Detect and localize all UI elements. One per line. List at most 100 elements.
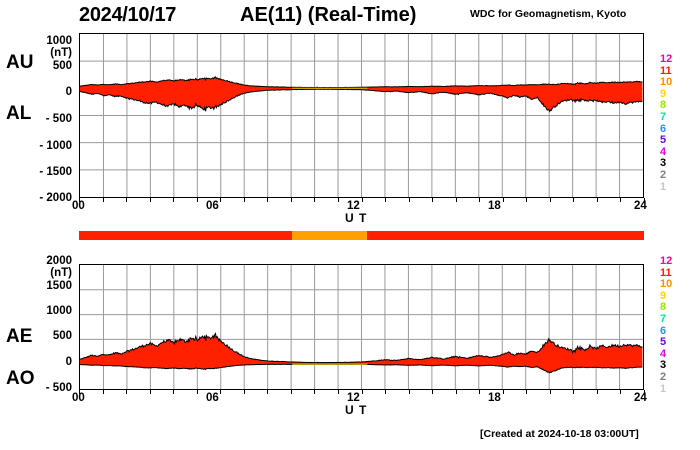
axis-tick	[549, 390, 551, 394]
bottom-xtick-06: 06	[206, 392, 219, 404]
au-al-trace	[80, 34, 643, 197]
axis-tick	[385, 390, 387, 394]
top-ytick-m2000: - 2000	[39, 192, 72, 204]
legend-level-11: 11	[660, 266, 672, 279]
axis-tick	[220, 390, 222, 394]
au-al-plot-area	[79, 33, 644, 198]
axis-tick	[502, 390, 504, 394]
bottom-xtick-24: 24	[634, 392, 647, 404]
top-axis-max-label: 1000	[46, 35, 72, 47]
axis-tick	[361, 390, 363, 394]
axis-tick	[173, 390, 175, 394]
axis-tick	[432, 198, 434, 202]
top-xtick-00: 00	[72, 200, 85, 212]
axis-tick	[455, 390, 457, 394]
ae-ao-plot-area	[79, 264, 644, 390]
bottom-ytick-1000: 1000	[46, 305, 72, 317]
axis-tick	[526, 390, 528, 394]
axis-tick	[149, 390, 151, 394]
axis-tick	[479, 390, 481, 394]
legend-level-2: 2	[660, 168, 667, 181]
bottom-xtick-12: 12	[347, 392, 360, 404]
page-title-index: AE(11) (Real-Time)	[240, 4, 417, 26]
legend-level-9: 9	[660, 87, 667, 100]
axis-tick	[314, 390, 316, 394]
top-ytick-500: 500	[52, 60, 72, 72]
legend-level-11: 11	[660, 64, 672, 77]
axis-tick	[385, 198, 387, 202]
legend-level-5: 5	[660, 336, 667, 349]
axis-tick	[573, 198, 575, 202]
legend-bottom: 12 11 10 9 8 7 6 5 4 3 2 1	[660, 255, 686, 395]
au-label: AU	[6, 52, 34, 73]
top-ytick-m1000: - 1000	[39, 140, 72, 152]
legend-level-10: 10	[660, 76, 673, 89]
axis-tick	[290, 198, 292, 202]
axis-tick	[267, 198, 269, 202]
axis-tick	[337, 390, 339, 394]
axis-tick	[290, 390, 292, 394]
legend-level-7: 7	[660, 312, 667, 325]
legend-level-12: 12	[660, 255, 673, 267]
legend-level-5: 5	[660, 134, 667, 147]
bottom-ytick-m500: - 500	[45, 382, 72, 394]
top-xtick-12: 12	[347, 200, 360, 212]
ae-ao-trace	[80, 265, 643, 389]
legend-level-4: 4	[660, 347, 667, 360]
status-segment-1	[292, 231, 368, 240]
axis-tick	[644, 198, 645, 202]
axis-tick	[596, 390, 598, 394]
created-timestamp: [Created at 2024-10-18 03:00UT]	[480, 428, 639, 440]
axis-tick	[220, 198, 222, 202]
top-ytick-0: 0	[65, 86, 72, 98]
top-xtick-06: 06	[206, 200, 219, 212]
legend-level-8: 8	[660, 301, 667, 314]
bottom-ytick-500: 500	[52, 330, 72, 342]
axis-tick	[596, 198, 598, 202]
axis-tick	[549, 198, 551, 202]
top-xtick-24: 24	[634, 200, 647, 212]
axis-tick	[526, 198, 528, 202]
axis-tick	[102, 198, 104, 202]
axis-tick	[432, 390, 434, 394]
axis-tick	[173, 198, 175, 202]
axis-tick	[196, 390, 198, 394]
axis-tick	[102, 390, 104, 394]
legend-level-2: 2	[660, 370, 667, 383]
axis-tick	[243, 390, 245, 394]
axis-tick	[408, 198, 410, 202]
bottom-ytick-0: 0	[65, 356, 72, 368]
axis-tick	[196, 198, 198, 202]
bottom-xtick-00: 00	[72, 392, 85, 404]
bottom-xaxis-title: U T	[345, 403, 368, 417]
top-xtick-18: 18	[488, 200, 501, 212]
axis-tick	[337, 198, 339, 202]
axis-tick	[149, 198, 151, 202]
legend-level-6: 6	[660, 122, 667, 135]
top-ytick-m500: - 500	[45, 113, 72, 125]
legend-level-3: 3	[660, 359, 667, 372]
legend-top: 12 11 10 9 8 7 6 5 4 3 2 1	[660, 53, 686, 193]
legend-level-8: 8	[660, 99, 667, 112]
axis-tick	[267, 390, 269, 394]
legend-level-1: 1	[660, 382, 667, 395]
axis-tick	[79, 198, 80, 202]
axis-tick	[620, 390, 622, 394]
legend-level-7: 7	[660, 110, 667, 123]
legend-level-4: 4	[660, 145, 667, 158]
axis-tick	[314, 198, 316, 202]
status-segment-2	[367, 231, 644, 240]
ae-label: AE	[6, 326, 33, 347]
legend-level-3: 3	[660, 157, 667, 170]
legend-level-9: 9	[660, 289, 667, 302]
legend-level-12: 12	[660, 53, 673, 65]
top-xaxis-title: U T	[345, 211, 368, 225]
page-title-date: 2024/10/17	[79, 4, 177, 26]
activity-status-bar	[79, 231, 644, 240]
axis-tick	[644, 390, 645, 394]
ao-label: AO	[6, 368, 35, 389]
bottom-xtick-18: 18	[488, 392, 501, 404]
axis-tick	[502, 198, 504, 202]
top-axis-unit: (nT)	[50, 47, 72, 59]
status-segment-0	[79, 231, 293, 240]
